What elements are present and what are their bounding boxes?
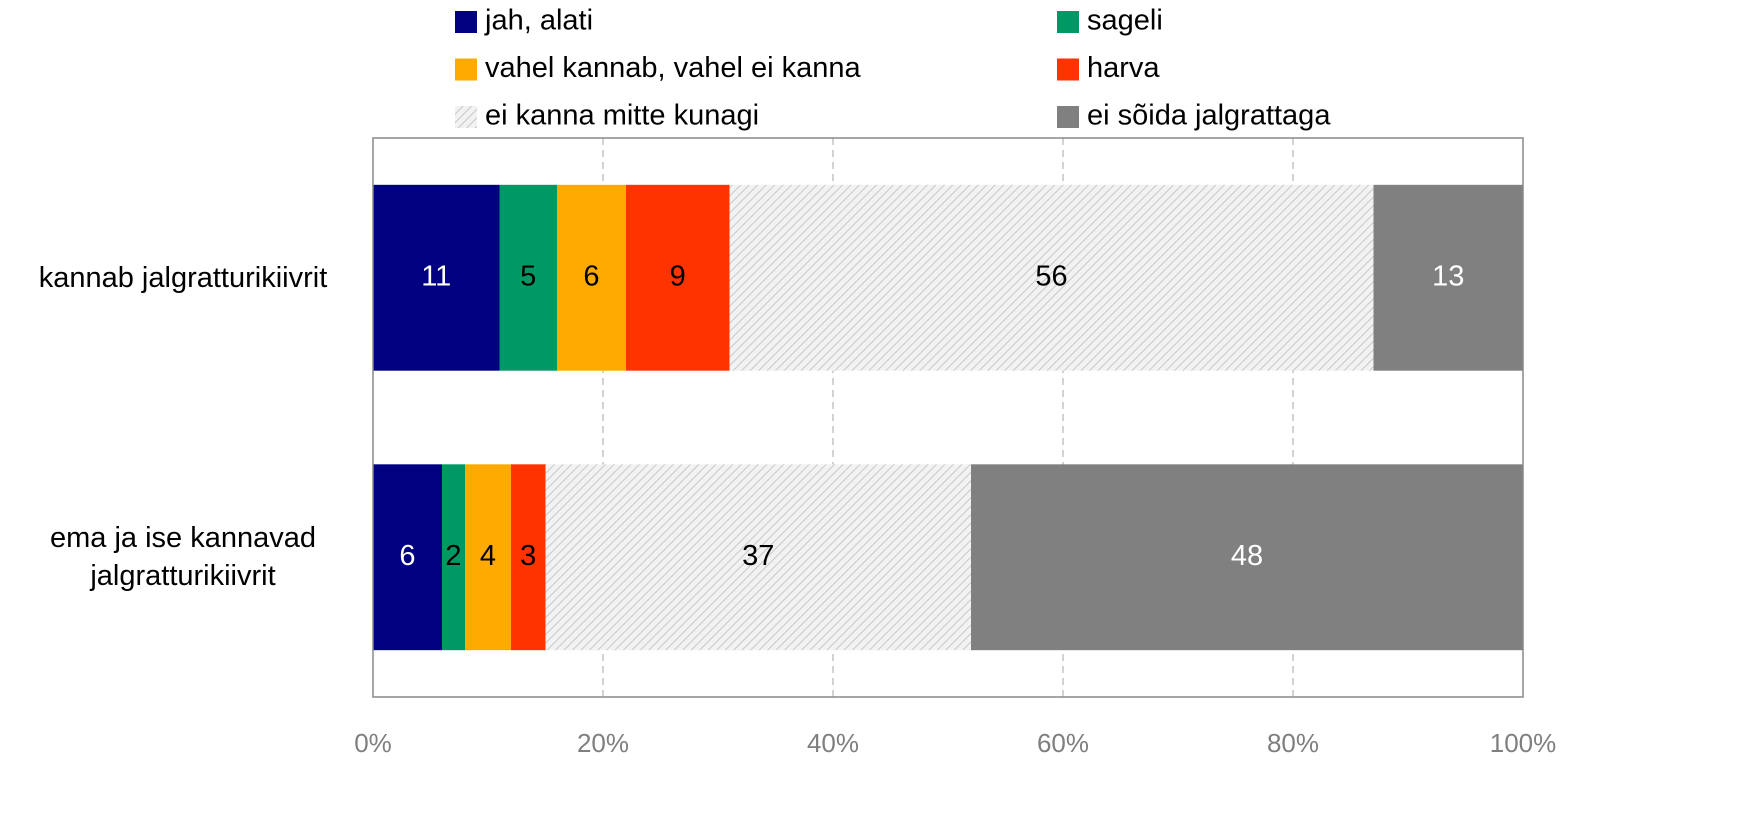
data-label: 5: [520, 260, 536, 292]
bar-segment: [729, 184, 1374, 371]
x-tick-label: 0%: [354, 728, 392, 758]
x-tick-label: 20%: [577, 728, 629, 758]
bar-segment: [557, 184, 626, 371]
plot-frame: [372, 137, 1524, 698]
x-tick-label: 60%: [1037, 728, 1089, 758]
bar-segment: [626, 184, 730, 371]
bar-segment: [1373, 184, 1523, 371]
data-label: 48: [1231, 540, 1263, 572]
data-label: 13: [1432, 260, 1464, 292]
data-label: 3: [520, 540, 536, 572]
x-tick-label: 40%: [807, 728, 859, 758]
legend-label: vahel kannab, vahel ei kanna: [485, 52, 862, 84]
bar-segment: [373, 184, 500, 371]
bar-segment: [545, 464, 971, 651]
bar-segment: [442, 464, 465, 651]
bar-segment: [465, 464, 511, 651]
legend-swatch: [455, 58, 477, 81]
bar-segment: [511, 464, 546, 651]
legend-swatch: [1057, 11, 1079, 33]
data-label: 37: [742, 540, 774, 572]
x-tick-label: 100%: [1490, 728, 1557, 758]
bar-segment: [499, 184, 557, 371]
data-label: 4: [480, 540, 496, 572]
legend-label: ei kanna mitte kunagi: [485, 100, 759, 132]
legend-swatch: [1057, 106, 1079, 128]
data-label: 11: [421, 260, 451, 292]
data-label: 2: [445, 540, 461, 572]
y-tick-label: kannab jalgratturikiivrit: [38, 261, 328, 294]
legend-label: ei sõida jalgrattaga: [1087, 100, 1331, 132]
y-tick-label: ema ja ise kannavad jalgratturikiivrit: [50, 522, 316, 593]
legend-swatch: [455, 11, 477, 33]
legend-label: jah, alati: [484, 5, 593, 37]
data-label: 9: [670, 260, 686, 292]
x-tick-label: 80%: [1267, 728, 1319, 758]
legend-label: harva: [1087, 52, 1160, 84]
bar-segment: [373, 464, 442, 651]
legend-label: sageli: [1087, 5, 1163, 37]
legend-swatch: [1057, 58, 1079, 81]
data-label: 6: [583, 260, 599, 292]
bar-segment: [971, 464, 1523, 651]
legend-swatch: [455, 106, 477, 128]
data-label: 6: [399, 540, 415, 572]
data-label: 56: [1035, 260, 1067, 292]
